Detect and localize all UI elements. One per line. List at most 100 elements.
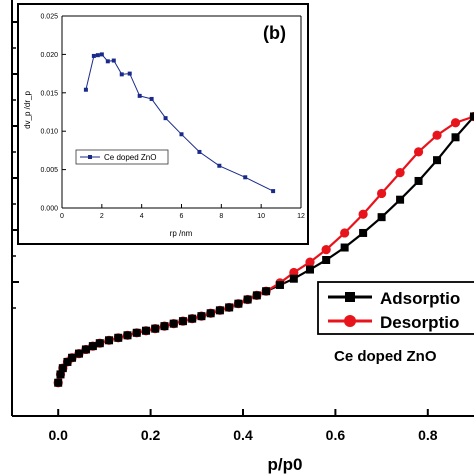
legend-label-adsorption: Adsorptio <box>380 289 460 308</box>
inset-panel-label: (b) <box>263 23 286 43</box>
inset-series-group <box>83 52 276 194</box>
adsorption-point <box>340 243 349 252</box>
main-x-axis-label: p/p0 <box>268 455 303 474</box>
inset-x-axis-label: rp /nm <box>170 229 193 238</box>
inset-x-ticks: 0 2 4 6 8 10 12 <box>60 204 305 220</box>
adsorption-point <box>54 378 63 387</box>
inset-legend-label: Ce doped ZnO <box>104 153 156 162</box>
main-x-tick-label: 0.4 <box>233 427 253 443</box>
legend-label-desorption: Desorptio <box>380 313 459 332</box>
inset-legend: Ce doped ZnO <box>75 149 169 165</box>
desorption-point <box>395 168 405 178</box>
desorption-point <box>413 147 424 157</box>
adsorption-point <box>132 328 141 337</box>
adsorption-point <box>178 317 187 326</box>
inset-point <box>243 175 248 180</box>
inset-point <box>105 59 110 64</box>
adsorption-point <box>215 306 224 315</box>
adsorption-point <box>197 312 206 321</box>
adsorption-point <box>123 331 132 340</box>
inset-x-tick-label: 0 <box>60 213 64 220</box>
main-series-group <box>53 111 474 388</box>
inset-frame <box>17 3 309 245</box>
inset-x-tick-label: 6 <box>180 213 184 220</box>
inset-x-tick-label: 12 <box>297 213 305 220</box>
inset-point <box>197 149 202 154</box>
inset-point <box>179 132 184 137</box>
main-y-ticks <box>12 21 19 309</box>
inset-point <box>137 93 142 98</box>
adsorption-point <box>95 339 104 348</box>
inset-point <box>95 53 100 58</box>
inset-y-tick-label: 0.015 <box>40 90 58 97</box>
adsorption-point <box>243 295 252 304</box>
inset-point <box>83 87 88 92</box>
main-legend: Adsorptio Desorptio <box>317 281 474 335</box>
legend-box <box>317 281 474 335</box>
adsorption-point <box>169 319 178 328</box>
inset-point <box>163 116 168 121</box>
adsorption-point <box>414 176 423 185</box>
inset-y-tick-label: 0.020 <box>40 52 58 59</box>
inset-plot: 0.000 0.005 0.010 0.015 0.020 0.025 0 2 4 6 8 10 12… <box>17 3 309 245</box>
adsorption-point <box>234 299 243 308</box>
desorption-point <box>305 257 315 267</box>
adsorption-point <box>206 309 215 318</box>
inset-point <box>127 71 132 76</box>
adsorption-point <box>105 336 114 345</box>
adsorption-point <box>141 326 150 335</box>
inset-x-tick-label: 4 <box>140 213 144 220</box>
inset-y-tick-label: 0.005 <box>40 167 58 174</box>
adsorption-point <box>74 349 83 358</box>
adsorption-point <box>114 333 123 342</box>
desorption-point <box>358 209 368 219</box>
inset-point <box>217 163 222 168</box>
adsorption-point <box>396 195 405 204</box>
adsorption-point <box>81 345 90 354</box>
inset-x-tick-label: 10 <box>257 213 265 220</box>
desorption-point <box>450 118 461 128</box>
inset-point <box>119 72 124 77</box>
adsorption-point <box>56 370 65 379</box>
adsorption-point <box>68 353 77 362</box>
adsorption-point <box>451 133 460 142</box>
main-x-tick-label: 0.6 <box>326 427 346 443</box>
main-x-ticks: 0.0 0.2 0.4 0.6 0.8 <box>48 409 438 443</box>
adsorption-point <box>470 112 474 121</box>
adsorption-point <box>262 287 271 296</box>
adsorption-point <box>225 303 234 312</box>
adsorption-point <box>151 324 160 333</box>
desorption-point <box>377 188 387 199</box>
main-x-tick-label: 0.2 <box>141 427 161 443</box>
inset-point <box>91 53 96 58</box>
adsorption-point <box>188 314 197 323</box>
adsorption-point <box>433 156 442 165</box>
inset-point <box>271 189 276 194</box>
legend-marker-desorption <box>344 315 356 327</box>
inset-x-tick-label: 8 <box>219 213 223 220</box>
main-annotation: Ce doped ZnO <box>334 348 437 365</box>
inset-legend-box <box>75 149 169 165</box>
legend-marker-adsorption <box>345 292 355 302</box>
inset-point <box>149 96 154 101</box>
main-plot: 0.0 0.2 0.4 0.6 0.8 p/p0 Adsorptio Desorptio… <box>11 0 474 474</box>
adsorption-point <box>377 213 386 222</box>
desorption-point <box>340 228 350 238</box>
inset-point <box>111 58 116 63</box>
inset-y-tick-label: 0.010 <box>40 129 58 136</box>
inset-x-tick-label: 2 <box>100 213 104 220</box>
inset-y-ticks: 0.000 0.005 0.010 0.015 0.020 0.025 <box>40 14 66 213</box>
adsorption-point <box>88 342 97 351</box>
adsorption-point <box>359 228 368 237</box>
inset-y-tick-label: 0.000 <box>40 206 58 213</box>
main-x-tick-label: 0.0 <box>48 427 68 443</box>
inset-legend-marker <box>88 155 92 159</box>
adsorption-point <box>289 274 298 283</box>
adsorption-point <box>322 256 331 264</box>
desorption-point <box>432 130 442 140</box>
adsorption-point <box>252 291 261 300</box>
adsorption-point <box>275 280 284 289</box>
adsorption-point <box>58 364 67 373</box>
main-x-tick-label: 0.8 <box>418 427 438 443</box>
